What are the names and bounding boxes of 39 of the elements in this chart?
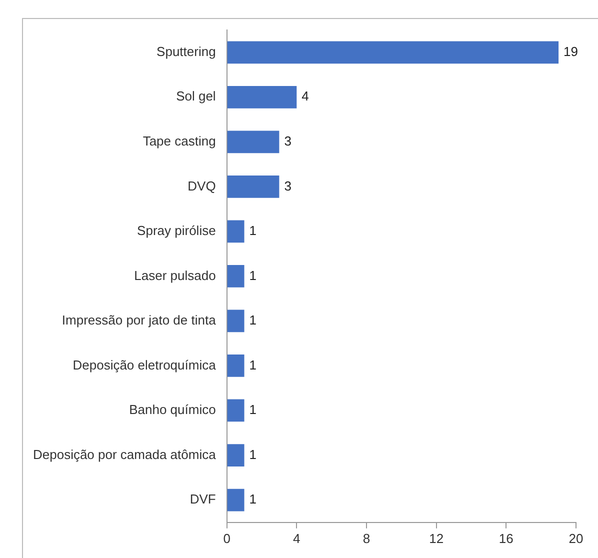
x-tick-label: 8 <box>362 530 370 546</box>
y-tick-label: Spray pirólise <box>137 223 216 238</box>
data-label: 1 <box>249 312 257 328</box>
data-label: 1 <box>249 492 257 507</box>
bar <box>227 220 244 243</box>
x-tick-label: 12 <box>429 530 444 546</box>
y-tick-label: Banho químico <box>129 402 216 418</box>
data-label: 4 <box>302 88 309 104</box>
bar <box>227 130 280 154</box>
bar <box>227 86 297 108</box>
bar <box>227 175 280 198</box>
y-tick-label: DVF <box>190 492 216 507</box>
bar <box>227 444 244 466</box>
data-label: 1 <box>249 268 257 283</box>
data-label: 3 <box>284 178 292 194</box>
x-tick-label: 0 <box>223 530 230 546</box>
y-tick-label: Tape casting <box>142 133 216 148</box>
y-tick-label: Deposição eletroquímica <box>72 357 217 372</box>
bar <box>227 488 244 512</box>
y-tick-label: Impressão por jato de tinta <box>62 312 217 328</box>
bar <box>227 41 559 64</box>
data-label: 1 <box>249 357 257 372</box>
y-tick-label: Laser pulsado <box>134 268 216 283</box>
x-tick-label: 4 <box>293 530 300 546</box>
data-label: 19 <box>564 44 578 59</box>
data-label: 1 <box>249 402 257 418</box>
data-label: 3 <box>284 133 292 148</box>
bar <box>227 265 244 288</box>
bar <box>227 310 244 332</box>
x-tick-label: 20 <box>568 530 584 546</box>
y-tick-label: Sputtering <box>156 44 216 59</box>
y-tick-label: Deposição por camada atômica <box>32 446 217 462</box>
bar <box>227 399 244 422</box>
bar <box>227 354 244 377</box>
y-tick-label: Sol gel <box>176 88 216 104</box>
x-tick-label: 16 <box>498 530 514 546</box>
y-tick-label: DVQ <box>188 178 216 194</box>
data-label: 1 <box>249 446 257 462</box>
data-label: 1 <box>249 223 257 238</box>
